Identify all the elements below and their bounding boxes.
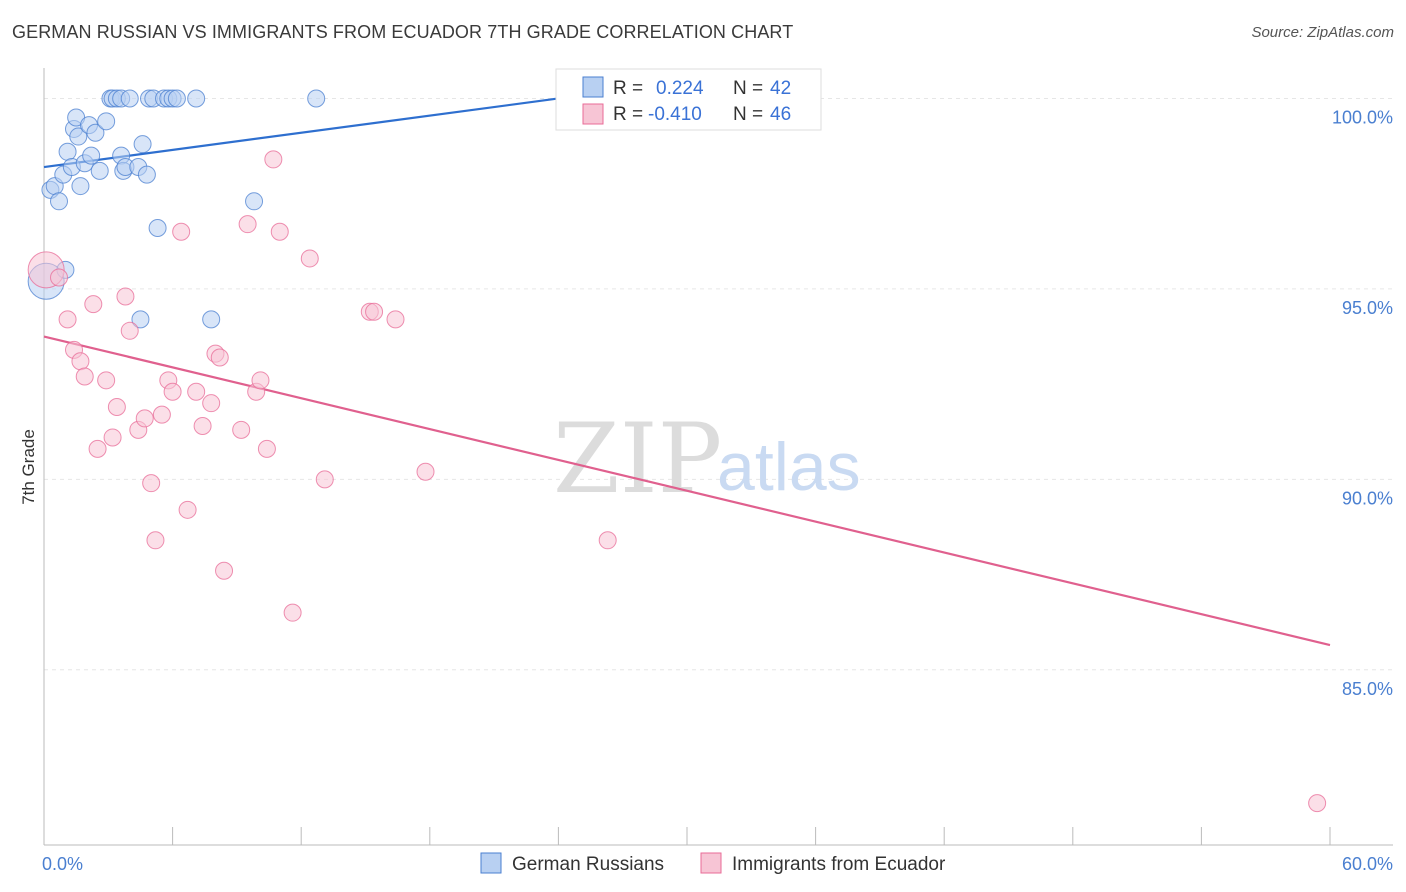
point-s0-6 (58, 142, 77, 161)
x-tick-labels: 0.0% 60.0% (42, 854, 1393, 874)
point-s1-10 (107, 397, 126, 416)
point-s1-8 (97, 371, 116, 390)
point-s1-12 (120, 321, 139, 340)
point-s1-29 (238, 215, 257, 234)
y-axis-label: 7th Grade (19, 429, 38, 505)
watermark: ZIP atlas (553, 403, 861, 515)
legend-n-value-2: 46 (770, 104, 791, 125)
point-s1-21 (178, 500, 197, 519)
bottom-legend: German Russians Immigrants from Ecuador (480, 852, 946, 875)
y-tick-label-2: 95.0% (1342, 298, 1393, 318)
point-s1-5 (75, 367, 94, 386)
legend-n-label-1: N = (733, 78, 763, 99)
point-s1-11 (116, 287, 135, 306)
point-s0-25 (120, 89, 139, 108)
point-s0-10 (69, 127, 88, 146)
point-s0-39 (245, 192, 264, 211)
legend-r-label-1: R = (613, 78, 643, 99)
y-tick-label-0: 85.0% (1342, 679, 1393, 699)
y-tick-label-1: 90.0% (1342, 488, 1393, 508)
point-s1-9 (103, 428, 122, 447)
axes (43, 68, 1393, 846)
point-s1-39 (365, 302, 384, 321)
point-s1-43 (1308, 794, 1327, 813)
point-s0-27 (131, 310, 150, 329)
point-s1-42 (598, 531, 617, 550)
point-s1-24 (202, 394, 221, 413)
point-s0-3 (50, 192, 69, 211)
point-s1-6 (84, 295, 103, 314)
trend-line-1 (43, 335, 1331, 647)
point-s1-32 (257, 439, 276, 458)
point-s0-37 (187, 89, 206, 108)
point-s1-17 (152, 405, 171, 424)
x-tick-label-1: 60.0% (1342, 854, 1393, 874)
point-s1-36 (300, 249, 319, 268)
point-s1-37 (315, 470, 334, 489)
point-s1-19 (163, 382, 182, 401)
point-s1-35 (283, 603, 302, 622)
legend-swatch-pink (582, 103, 604, 125)
point-s1-33 (264, 150, 283, 169)
point-s0-32 (148, 218, 167, 237)
data-points (27, 89, 1327, 813)
bottom-legend-label-2: Immigrants from Ecuador (732, 854, 946, 875)
chart-title: GERMAN RUSSIAN VS IMMIGRANTS FROM ECUADO… (12, 22, 794, 42)
watermark-zip: ZIP (553, 403, 722, 515)
point-s1-40 (386, 310, 405, 329)
point-s0-36 (167, 89, 186, 108)
bottom-legend-swatch-pink (700, 852, 722, 874)
point-s0-11 (71, 177, 90, 196)
trend-lines (43, 97, 1331, 647)
bottom-legend-swatch-blue (480, 852, 502, 874)
point-s1-1 (50, 268, 69, 287)
point-s1-41 (416, 462, 435, 481)
point-s1-20 (172, 222, 191, 241)
point-s0-28 (133, 135, 152, 154)
x-tick-label-0: 0.0% (42, 854, 83, 874)
point-s1-14 (135, 409, 154, 428)
legend-r-label-2: R = (613, 104, 643, 125)
point-s1-7 (88, 439, 107, 458)
point-s1-22 (187, 382, 206, 401)
point-s0-16 (90, 161, 109, 180)
y-tick-labels: 85.0% 90.0% 95.0% 100.0% (1332, 107, 1393, 698)
point-s1-34 (270, 222, 289, 241)
legend-r-value-1: 0.224 (656, 78, 704, 99)
legend: R = 0.224 N = 42 R = -0.410 N = 46 (555, 68, 822, 131)
point-s0-14 (82, 146, 101, 165)
point-s1-16 (146, 531, 165, 550)
point-s1-31 (251, 371, 270, 390)
watermark-atlas: atlas (717, 429, 861, 505)
point-s0-29 (137, 165, 156, 184)
point-s1-26 (210, 348, 229, 367)
legend-n-value-1: 42 (770, 78, 791, 99)
legend-swatch-blue (582, 76, 604, 98)
point-s0-38 (202, 310, 221, 329)
point-s1-27 (215, 561, 234, 580)
point-s1-23 (193, 417, 212, 436)
point-s1-2 (58, 310, 77, 329)
point-s1-15 (142, 474, 161, 493)
point-s0-17 (97, 112, 116, 131)
legend-n-label-2: N = (733, 104, 763, 125)
point-s0-40 (307, 89, 326, 108)
source-label: Source: ZipAtlas.com (1251, 24, 1394, 41)
legend-r-value-2: -0.410 (648, 104, 702, 125)
y-tick-label-3: 100.0% (1332, 107, 1393, 127)
point-s0-15 (86, 123, 105, 142)
bottom-legend-label-1: German Russians (512, 854, 664, 875)
point-s1-28 (232, 420, 251, 439)
point-s1-4 (71, 352, 90, 371)
